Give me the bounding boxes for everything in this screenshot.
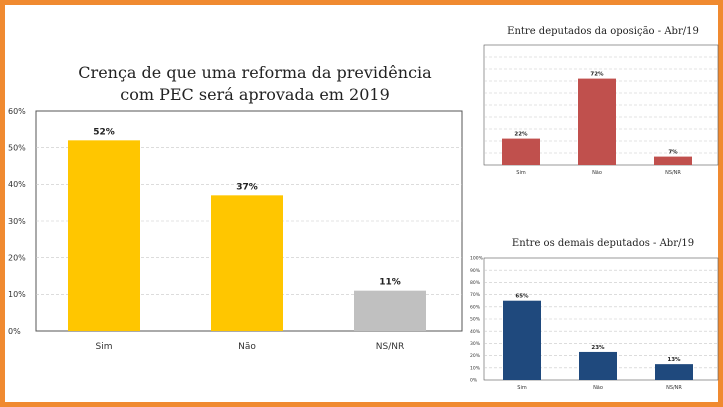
others-category-label: Não [593, 385, 603, 391]
others-value-label: 13% [667, 357, 681, 363]
others-y-tick-label: 60% [470, 304, 481, 310]
main-y-tick-label: 50% [8, 143, 26, 152]
opposition-value-label: 72% [590, 72, 604, 78]
others-y-tick-label: 20% [470, 353, 481, 359]
others-bar-no [579, 351, 617, 380]
others-chart-title: Entre os demais deputados - Abr/19 [511, 238, 695, 249]
main-y-tick-label: 20% [8, 253, 26, 262]
main-chart-title-line-1: Crença de que uma reforma da previdência [78, 63, 432, 82]
others-y-tick-label: 10% [470, 365, 481, 371]
others-y-tick-label: 30% [470, 341, 481, 347]
others-y-tick-label: 100% [470, 256, 484, 262]
others-y-tick-label: 70% [470, 292, 481, 298]
opposition-value-label: 22% [514, 132, 528, 138]
opposition-bar-sim [502, 138, 540, 165]
main-bar-nsnr [354, 290, 426, 331]
main-y-tick-label: 10% [8, 290, 26, 299]
others-bar-nsnr [655, 364, 693, 380]
main-y-tick-label: 40% [8, 180, 26, 189]
main-value-label: 52% [93, 127, 115, 137]
others-category-label: NS/NR [666, 385, 682, 391]
main-y-tick-label: 0% [8, 327, 21, 336]
main-chart-title-line-2: com PEC será aprovada em 2019 [120, 85, 390, 104]
main-category-label: Não [238, 342, 256, 352]
opposition-bar-no [578, 78, 616, 165]
opposition-category-label: Não [592, 170, 602, 176]
main-y-tick-label: 60% [8, 107, 26, 116]
main-category-label: Sim [96, 342, 113, 352]
others-value-label: 23% [591, 345, 605, 351]
opposition-bar-nsnr [654, 156, 692, 165]
others-value-label: 65% [515, 294, 529, 300]
others-y-tick-label: 90% [470, 268, 481, 274]
main-y-tick-label: 30% [8, 217, 26, 226]
others-y-tick-label: 40% [470, 329, 481, 335]
main-bar-no [211, 195, 283, 331]
others-y-tick-label: 80% [470, 280, 481, 286]
opposition-category-label: NS/NR [665, 170, 681, 176]
others-bar-sim [503, 300, 541, 380]
main-value-label: 11% [379, 278, 401, 288]
others-y-tick-label: 50% [470, 317, 481, 323]
main-bar-sim [68, 140, 140, 331]
main-chart-title: Crença de que uma reforma da previdência… [20, 62, 490, 106]
others-category-label: Sim [517, 385, 527, 391]
opposition-category-label: Sim [516, 170, 526, 176]
main-category-label: NS/NR [376, 342, 404, 352]
main-value-label: 37% [236, 182, 258, 192]
others-y-tick-label: 0% [470, 378, 478, 384]
opposition-value-label: 7% [668, 150, 678, 156]
opposition-chart-title: Entre deputados da oposição - Abr/19 [507, 26, 699, 37]
